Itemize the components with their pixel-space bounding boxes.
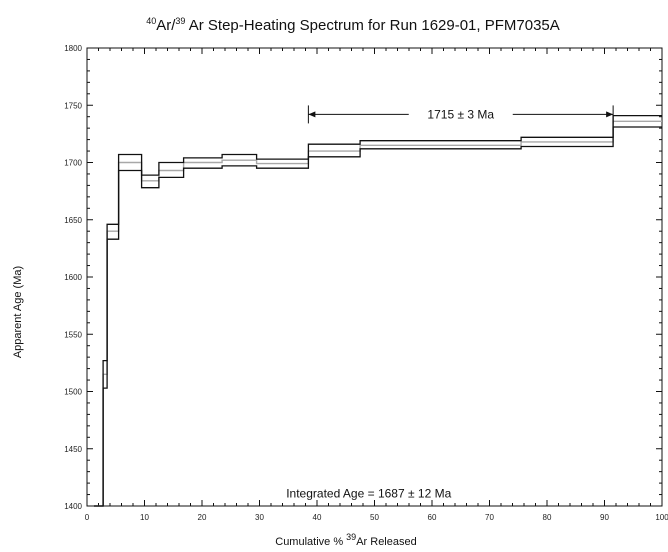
x-tick-label: 60	[428, 513, 437, 522]
x-axis-title-part-2: Ar Released	[356, 536, 417, 548]
y-tick-label: 1450	[64, 445, 82, 454]
age-spectrum-series	[93, 114, 662, 507]
x-axis-title: Cumulative % 39Ar Released	[275, 532, 416, 548]
plateau-arrowhead-right	[606, 111, 614, 118]
title-text-part-2: Ar Step-Heating Spectrum for Run 1629-01…	[185, 17, 559, 34]
title-text-part-1: Ar/	[156, 17, 176, 34]
x-tick-label: 80	[543, 513, 552, 522]
plateau-arrowhead-left	[308, 111, 316, 118]
x-axis-ticks: 0 10 20 30 40 50 60 70 80 90 100	[85, 48, 668, 522]
y-tick-label: 1550	[64, 330, 82, 339]
x-tick-label: 20	[198, 513, 207, 522]
y-tick-label: 1400	[64, 502, 82, 511]
y-axis-ticks: 1400 1450 1500 1550 1600 1650 1700 1750 1800	[64, 44, 662, 511]
title-superscript-40: 40	[146, 16, 156, 26]
lower-error-step-line	[93, 126, 662, 507]
title-superscript-39: 39	[175, 16, 185, 26]
y-tick-label: 1700	[64, 159, 82, 168]
y-tick-label: 1600	[64, 273, 82, 282]
y-tick-label: 1750	[64, 101, 82, 110]
x-tick-label: 100	[655, 513, 668, 522]
x-tick-label: 90	[600, 513, 609, 522]
y-axis-title: Apparent Age (Ma)	[12, 266, 24, 358]
y-tick-label: 1800	[64, 44, 82, 53]
chart-annotations: Integrated Age = 1687 ± 12 Ma	[286, 486, 451, 500]
integrated-age-label: Integrated Age = 1687 ± 12 Ma	[286, 486, 451, 500]
x-tick-label: 50	[370, 513, 379, 522]
x-tick-label: 0	[85, 513, 90, 522]
x-tick-label: 30	[255, 513, 264, 522]
x-tick-label: 40	[313, 513, 322, 522]
y-tick-label: 1500	[64, 388, 82, 397]
upper-error-step-line	[93, 114, 662, 507]
x-axis-title-part-1: Cumulative %	[275, 536, 346, 548]
x-tick-label: 10	[140, 513, 149, 522]
x-axis-title-superscript: 39	[346, 532, 356, 542]
y-tick-label: 1650	[64, 216, 82, 225]
mean-age-step-line	[93, 120, 662, 507]
x-tick-label: 70	[485, 513, 494, 522]
plot-frame	[86, 47, 663, 507]
plateau-marker: 1715 ± 3 Ma	[307, 105, 614, 124]
plateau-age-label: 1715 ± 3 Ma	[427, 107, 494, 121]
chart-title: 40Ar/39 Ar Step-Heating Spectrum for Run…	[146, 16, 560, 34]
